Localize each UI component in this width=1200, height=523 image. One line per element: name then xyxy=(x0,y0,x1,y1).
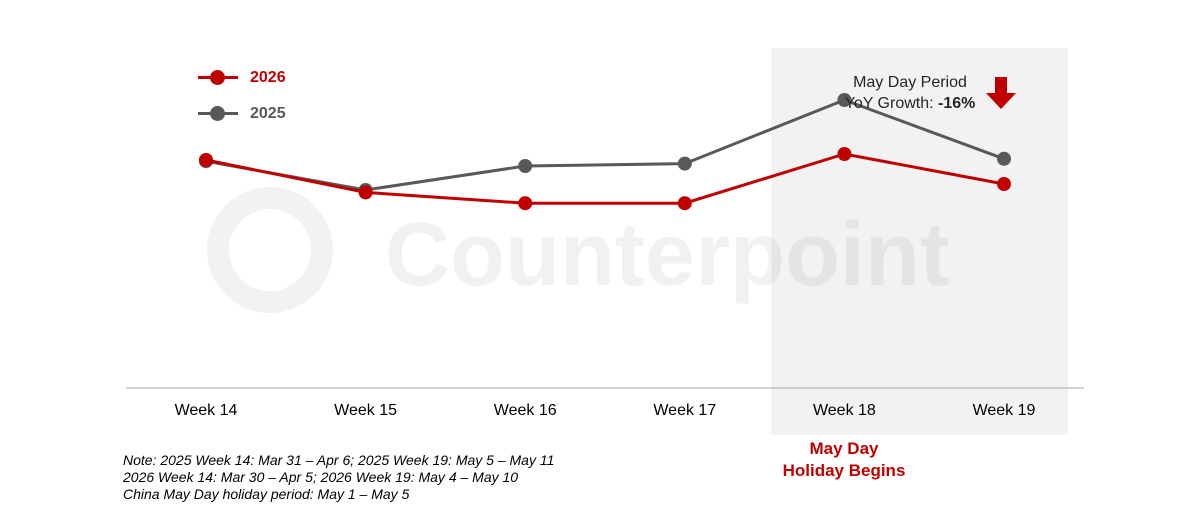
legend-swatch-2026 xyxy=(198,70,238,86)
legend-item-2026: 2026 xyxy=(198,69,286,87)
watermark-text: Counterpoint xyxy=(385,205,950,305)
footnote-line: China May Day holiday period: May 1 – Ma… xyxy=(123,486,410,502)
legend-item-2025: 2025 xyxy=(198,105,286,123)
x-tick-label: Week 19 xyxy=(973,402,1036,419)
callout-growth-label: YoY Growth: xyxy=(844,95,939,112)
may-day-highlight-band xyxy=(771,48,1068,435)
footnote-line: 2026 Week 14: Mar 30 – Apr 5; 2026 Week … xyxy=(123,469,519,485)
data-point-2025 xyxy=(518,159,533,173)
x-tick-label: Week 17 xyxy=(653,402,716,419)
data-point-2026 xyxy=(518,196,533,211)
data-point-2026 xyxy=(677,196,692,211)
x-tick-label: Week 18 xyxy=(813,402,876,419)
data-point-2026 xyxy=(837,147,852,161)
holiday-label: May Day Holiday Begins xyxy=(764,438,924,482)
x-tick-label: Week 16 xyxy=(494,402,557,419)
legend-swatch-2025 xyxy=(198,106,238,122)
callout-growth-value: -16% xyxy=(938,95,976,112)
x-tick-labels: Week 14 Week 15 Week 16 Week 17 Week 18 Week … xyxy=(175,402,1036,419)
data-point-2025 xyxy=(837,93,852,107)
footnote: Note: 2025 Week 14: Mar 31 – Apr 6; 2025… xyxy=(123,452,554,503)
series-line-2026 xyxy=(205,152,1005,205)
down-arrow-icon xyxy=(986,77,1016,109)
footnote-line: Note: 2025 Week 14: Mar 31 – Apr 6; 2025… xyxy=(123,452,555,468)
data-point-2026 xyxy=(997,177,1011,191)
legend-label-2026: 2026 xyxy=(250,69,286,86)
watermark-logo: Counterpoint xyxy=(207,187,950,313)
data-point-2025 xyxy=(997,151,1011,166)
x-tick-label: Week 15 xyxy=(334,402,397,419)
data-point-2026 xyxy=(199,153,213,167)
callout-growth: YoY Growth: -16% xyxy=(820,93,1000,114)
callout-title: May Day Period xyxy=(853,74,967,91)
series-line-2025 xyxy=(205,98,1005,192)
series-layer xyxy=(199,93,1011,211)
yoy-callout: May Day Period YoY Growth: -16% xyxy=(820,72,1000,114)
data-point-2025 xyxy=(677,156,692,171)
x-tick-label: Week 14 xyxy=(175,402,238,419)
data-point-2026 xyxy=(358,185,373,200)
legend-label-2025: 2025 xyxy=(250,105,286,122)
holiday-label-line2: Holiday Begins xyxy=(782,461,906,480)
holiday-label-line1: May Day xyxy=(809,439,879,458)
